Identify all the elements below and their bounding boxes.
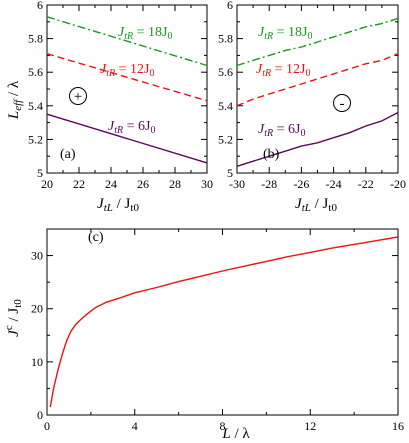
ylabel-a: Leff / λ	[6, 80, 24, 120]
x-tick-label-c: 8	[220, 419, 226, 433]
series-line-s12-b	[236, 53, 399, 107]
panel-b: -30 -28 -26 -24 -22 -20 5 5.2 5.4 5.6 5.8 6 (b) - J…	[218, 0, 406, 214]
x-tick-label-a: 26	[137, 177, 149, 191]
panel-c-tag: (c)	[88, 230, 104, 245]
plus-symbol-circle	[69, 87, 87, 105]
x-tick-label-c: 4	[132, 419, 138, 433]
panel-a: 20 22 24 26 28 30 5 5.2 5.4 5.6 5.8 6 (a) + JtR = 1…	[6, 0, 213, 214]
y-tick-label-c: 30	[31, 249, 43, 263]
y-tick-label-c: 20	[31, 302, 43, 316]
x-tick-label-b: -20	[390, 177, 406, 191]
x-tick-label-a: 28	[169, 177, 181, 191]
series-line-s12-a	[46, 53, 208, 102]
x-tick-label-b: -26	[293, 177, 309, 191]
x-tick-label-a: 30	[201, 177, 213, 191]
xlabel-c: L / λ	[221, 426, 250, 442]
y-tick-label-a: 5.2	[28, 132, 43, 146]
y-tick-label-a: 6	[37, 0, 43, 12]
label-s12-b: JtR = 12J0	[256, 62, 310, 79]
minus-symbol-circle	[333, 94, 351, 112]
series-line-jc-c	[49, 236, 399, 408]
y-tick-label-a: 5.8	[28, 32, 43, 46]
x-tick-label-a: 22	[73, 177, 85, 191]
label-s6-a: JtR = 6J0	[108, 119, 155, 136]
ylabel-c: Jc / Jt0	[3, 299, 24, 337]
x-tick-label-b: -24	[326, 177, 342, 191]
x-tick-label-b: -28	[261, 177, 277, 191]
minus-symbol: -	[340, 96, 345, 112]
panel-a-tag: (a)	[60, 147, 76, 162]
y-tick-label-b: 6	[227, 0, 233, 12]
plus-symbol: +	[74, 89, 82, 105]
series-line-s18-a	[46, 16, 208, 67]
y-tick-label-a: 5.4	[28, 99, 43, 113]
x-tick-label-a: 20	[41, 177, 53, 191]
x-tick-label-b: -30	[229, 177, 245, 191]
y-tick-label-b: 5	[227, 166, 233, 180]
y-tick-label-b: 5.4	[218, 99, 233, 113]
plot-area-c: 0 4 8 12 16 0 10 20 30	[31, 228, 404, 433]
x-tick-label-b: -22	[358, 177, 374, 191]
label-s18-a: JtR = 18J0	[118, 25, 172, 42]
series-line-s6-a	[46, 113, 208, 164]
series-line-s18-b	[236, 17, 399, 67]
xlabel-a: JtL / Jt0	[97, 196, 139, 214]
label-s12-a: JtR = 12J0	[100, 62, 154, 79]
panel-b-tag: (b)	[263, 147, 280, 162]
y-tick-label-b: 5.6	[218, 65, 233, 79]
y-tick-label-c: 0	[37, 408, 43, 422]
xlabel-b: JtL / Jt0	[295, 196, 337, 214]
panel-c: 0 4 8 12 16 0 10 20 30 (c) Jc / Jt0 L / λ	[3, 228, 404, 442]
plot-area-b: -30 -28 -26 -24 -22 -20 5 5.2 5.4 5.6 5.8 6	[218, 0, 406, 191]
y-tick-label-a: 5.6	[28, 65, 43, 79]
y-tick-label-c: 10	[31, 355, 43, 369]
y-tick-label-a: 5	[37, 166, 43, 180]
label-s6-b: JtR = 6J0	[258, 122, 305, 139]
plot-area-a: 20 22 24 26 28 30 5 5.2 5.4 5.6 5.8 6	[28, 0, 213, 191]
axes-frame-c	[46, 228, 399, 416]
series-line-s6-b	[236, 111, 399, 167]
x-tick-label-c: 16	[392, 419, 404, 433]
y-tick-label-b: 5.2	[218, 132, 233, 146]
y-tick-label-b: 5.8	[218, 32, 233, 46]
x-tick-label-c: 0	[44, 419, 50, 433]
x-tick-label-a: 24	[105, 177, 117, 191]
x-tick-label-c: 12	[304, 419, 316, 433]
label-s18-b: JtR = 18J0	[258, 25, 312, 42]
